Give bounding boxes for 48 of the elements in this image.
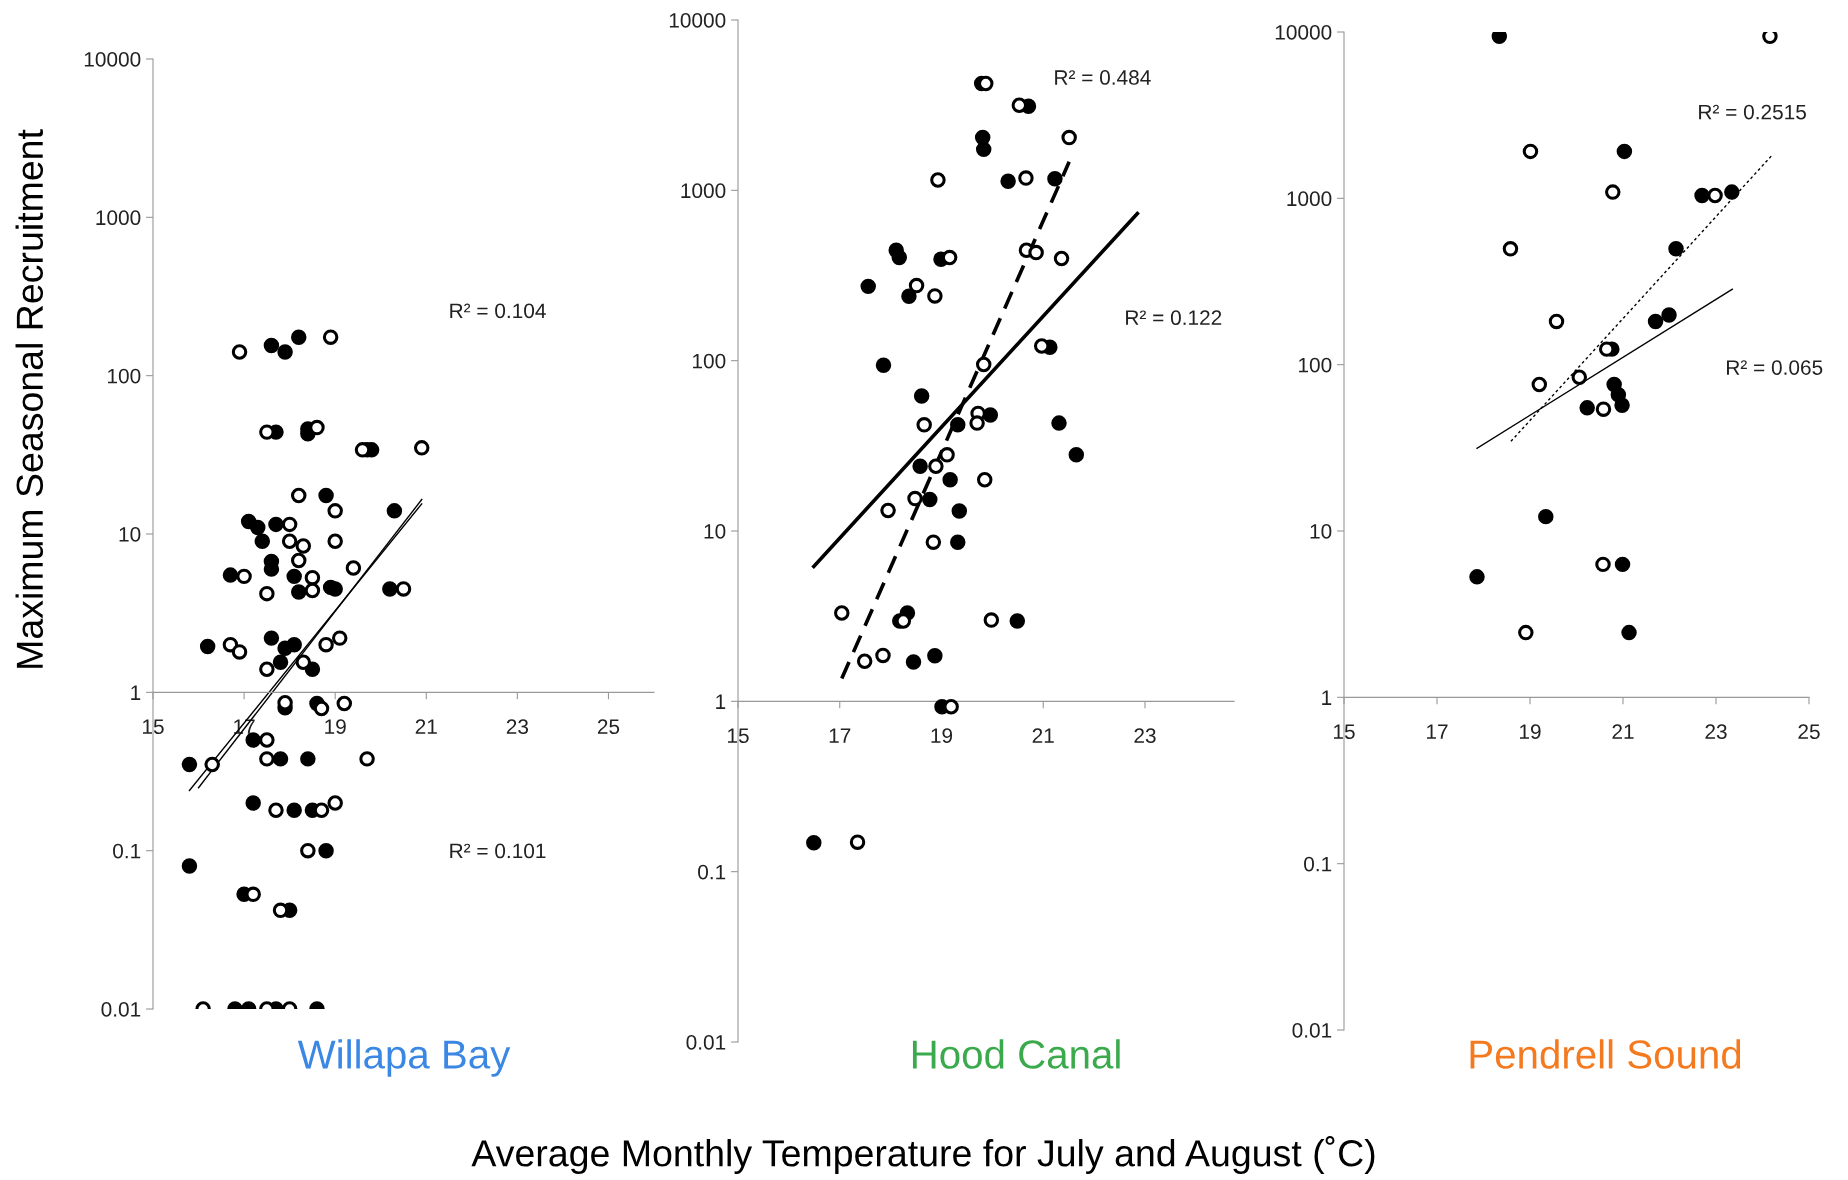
annotation: R² = 0.101	[450, 843, 546, 859]
x-tick-label: 15	[1334, 724, 1355, 740]
text: Willapa Bay	[297, 1039, 511, 1077]
y-tick-label: 0.01	[101, 1002, 141, 1017]
y-tick-label: 10	[1310, 524, 1332, 539]
y-tick-label: 100	[108, 368, 141, 384]
y-tick-label: 1000	[681, 183, 726, 199]
x-tick-label: 21	[1032, 728, 1054, 743]
y-tick-label: 10	[704, 524, 726, 539]
x-tick-label: 21	[415, 719, 437, 734]
x-tick-label: 19	[931, 728, 953, 744]
annotation: R² = 0.484	[1055, 70, 1151, 85]
y-tick-label: 1	[131, 685, 141, 700]
x-tick-label: 21	[1612, 724, 1634, 739]
text: Pendrell Sound	[1470, 1039, 1741, 1069]
y-tick-label: 100	[1299, 357, 1332, 373]
annotation: R² = 0.104	[450, 303, 546, 319]
x-axis-title: Average Monthly Temperature for July and August (˚C)	[471, 1136, 1375, 1174]
x-tick-label: 23	[506, 719, 529, 735]
y-tick-label: 0.1	[698, 864, 726, 880]
y-tick-label: 10000	[84, 52, 141, 67]
x-tick-label: 17	[1427, 724, 1448, 739]
y-tick-label: 0.01	[1292, 1023, 1332, 1038]
x-tick-label: 15	[728, 728, 749, 744]
y-tick-label: 0.01	[686, 1035, 726, 1050]
y-tick-label: 1000	[96, 210, 141, 226]
y-tick-label: 0.1	[1304, 856, 1332, 872]
x-tick-label: 25	[1798, 724, 1820, 740]
y-axis-title: Maximum Seasonal Recruitment	[15, 129, 44, 668]
x-tick-label: 17	[829, 728, 851, 743]
y-tick-label: 1000	[1287, 191, 1332, 207]
x-tick-label: 19	[1520, 724, 1541, 740]
annotation: R² = 0.122	[1126, 310, 1222, 326]
text: Hood Canal	[912, 1039, 1120, 1069]
x-tick-label: 23	[1705, 724, 1727, 740]
x-tick-label: 25	[597, 719, 620, 735]
x-tick-label: 15	[143, 719, 164, 735]
y-tick-label: 10000	[669, 13, 726, 28]
y-tick-label: 1	[1322, 690, 1332, 705]
x-tick-label: 23	[1134, 728, 1156, 744]
annotation: R² = 0.065	[1727, 360, 1823, 375]
y-tick-label: 0.1	[113, 843, 141, 859]
y-tick-label: 10000	[1275, 25, 1332, 40]
annotation: R² = 0.2515	[1699, 104, 1806, 120]
x-tick-label: 19	[325, 719, 346, 735]
y-tick-label: 1	[716, 694, 726, 709]
y-tick-label: 10	[119, 527, 141, 542]
y-tick-label: 100	[693, 353, 726, 369]
